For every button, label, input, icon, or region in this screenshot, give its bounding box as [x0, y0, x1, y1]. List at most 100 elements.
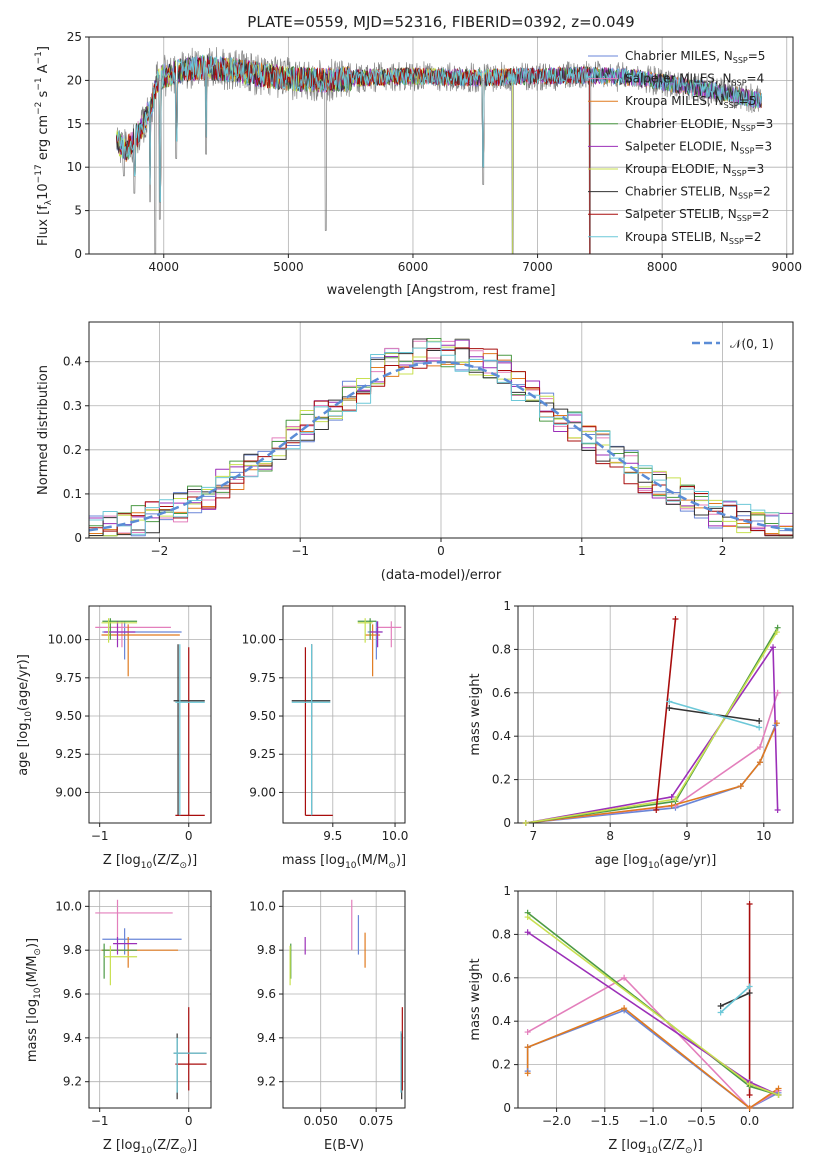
mass-vs-Z-xlabel: Z [log10(Z/Z⊙)]	[103, 1138, 197, 1156]
data-point-marker	[746, 1081, 753, 1088]
y-tick-label: 0	[503, 1101, 511, 1115]
mass-weight-line-salpeter_stelib	[655, 618, 677, 811]
data-point-marker	[756, 759, 763, 766]
data-point-marker	[653, 806, 660, 813]
legend-sub: SSP	[737, 214, 752, 223]
data-point-marker	[773, 720, 780, 727]
data-point-marker	[621, 974, 628, 981]
mass_vs_EBV-panel: 0.050 0.075 9.2 9.4 9.6 9.8 10.0	[249, 890, 406, 1128]
mass-weight-line-salpeter_elodie	[525, 646, 779, 823]
age-ylabel-part: (age/yr)]	[16, 654, 31, 711]
data-point-marker	[524, 929, 531, 936]
x-tick-label: 6000	[398, 260, 429, 274]
y-tick-label: 1	[503, 884, 511, 898]
data-point-marker	[774, 689, 781, 696]
spectrum-ylabel-part: −2	[34, 102, 44, 115]
data-point-marker	[524, 914, 531, 921]
age-vs-Z-xlabel-part: (Z/Z	[152, 853, 179, 868]
spectrum-ylabel-part: −1	[34, 77, 44, 90]
x-tick-label: 1	[578, 544, 586, 558]
legend-entry: Salpeter STELIB, NSSP=2	[625, 207, 769, 223]
legend-tail: =5	[748, 49, 766, 63]
x-tick-label: 2	[719, 544, 727, 558]
residuals-plot-area	[89, 338, 793, 538]
y-tick-label: 10.00	[242, 633, 276, 647]
legend-tail: =3	[754, 139, 772, 153]
x-tick-label: −1	[291, 544, 309, 558]
legend-entry: Kroupa ELODIE, NSSP=3	[625, 162, 764, 178]
y-tick-label: 0.2	[63, 443, 82, 457]
y-tick-label: 9.75	[249, 671, 276, 685]
mass-ylabel-part: )]	[25, 938, 40, 948]
legend-entry: 𝒩(0, 1)	[730, 337, 774, 351]
y-tick-label: 5	[74, 204, 82, 218]
y-tick-label: 0.6	[492, 971, 511, 985]
x-tick-label: 5000	[273, 260, 304, 274]
age-vs-mass-xlabel-part: (M/M	[357, 853, 389, 868]
legend-text: Salpeter MILES, N	[625, 72, 732, 86]
axes-frame	[282, 890, 406, 1109]
massweight_vs_Z-xlabel-part: Z [log	[608, 1138, 646, 1153]
data-point-marker	[770, 644, 777, 651]
data-point-marker	[746, 983, 753, 990]
y-tick-label: 9.50	[249, 709, 276, 723]
axes-frame	[88, 36, 794, 255]
y-tick-label: 9.2	[257, 1075, 276, 1089]
data-point-marker	[737, 783, 744, 790]
legend-tail: =2	[744, 230, 762, 244]
y-tick-label: 0	[74, 531, 82, 545]
x-tick-label: 9	[683, 829, 691, 843]
ebv-xlabel: E(B-V)	[324, 1138, 364, 1153]
data-point-marker	[524, 1070, 531, 1077]
legend-entry: Kroupa STELIB, NSSP=2	[625, 230, 762, 246]
massweight_vs_age-xlabel-part: age [log	[595, 853, 648, 868]
x-tick-label: −2	[151, 544, 169, 558]
y-tick-label: 9.6	[63, 987, 82, 1001]
spectrum-ylabel-part: s	[36, 90, 51, 101]
age_vs_mass-panel: 9.5 10.0 9.00 9.25 9.50 9.75 10.00	[242, 605, 408, 843]
age_vs_Z-plot-area	[95, 618, 205, 816]
massweight_vs_Z-xlabel-part: 10	[646, 1146, 658, 1156]
x-tick-label: 0.075	[359, 1114, 393, 1128]
mass-vs-Z-xlabel-part: ⊙	[179, 1146, 187, 1156]
spectrum-series-kroupa_stelib	[116, 54, 762, 203]
data-point-marker	[756, 718, 763, 725]
residuals-xlabel: (data-model)/error	[381, 568, 502, 583]
legend-entry: Kroupa MILES, NSSP=5	[625, 94, 756, 110]
spectrum-ylabel-part: ]	[36, 46, 51, 51]
legend-entry: Chabrier MILES, NSSP=5	[625, 49, 765, 65]
age-vs-mass-xlabel: mass [log10(M/M⊙)]	[282, 853, 406, 871]
age-vs-Z-xlabel-part: ⊙	[179, 861, 187, 871]
x-tick-label: 0	[185, 829, 193, 843]
age-ylabel-part: 10	[24, 711, 34, 723]
mass-weight-line-kroupa_elodie	[525, 631, 778, 823]
y-tick-label: 10.00	[48, 633, 82, 647]
y-tick-label: 9.8	[63, 943, 82, 957]
data-point-marker	[524, 1029, 531, 1036]
age-vs-Z-xlabel-part: Z [log	[103, 853, 141, 868]
spectrum-ylabel-part: Flux [f	[36, 205, 51, 246]
y-tick-label: 0.8	[492, 927, 511, 941]
age-vs-Z-xlabel-part: )]	[187, 853, 197, 868]
legend-text: Chabrier MILES, N	[625, 49, 733, 63]
y-tick-label: 0.4	[63, 355, 82, 369]
axes-frame	[88, 605, 212, 824]
x-tick-label: 0	[185, 1114, 193, 1128]
y-tick-label: 9.8	[257, 943, 276, 957]
legend-entry: Salpeter MILES, NSSP=4	[625, 72, 764, 88]
age-ylabel: age [log10(age/yr)]	[16, 654, 34, 776]
massweight_vs_Z-xlabel: Z [log10(Z/Z⊙)]	[608, 1138, 702, 1156]
legend-text: Chabrier ELODIE, N	[625, 117, 741, 131]
legend-sub: SSP	[739, 146, 754, 155]
y-tick-label: 0	[74, 247, 82, 261]
data-point-marker	[668, 793, 675, 800]
x-tick-label: −1	[91, 1114, 109, 1128]
y-tick-label: 9.2	[63, 1075, 82, 1089]
spectrum-title: PLATE=0559, MJD=52316, FIBERID=0392, z=0…	[247, 13, 634, 31]
x-tick-label: 0.0	[740, 1114, 759, 1128]
mass-weight-line-salpeter_miles	[527, 976, 779, 1108]
legend-tail: =3	[756, 117, 774, 131]
y-tick-label: 0.6	[492, 686, 511, 700]
mass_vs_Z-plot-area	[95, 899, 207, 1100]
